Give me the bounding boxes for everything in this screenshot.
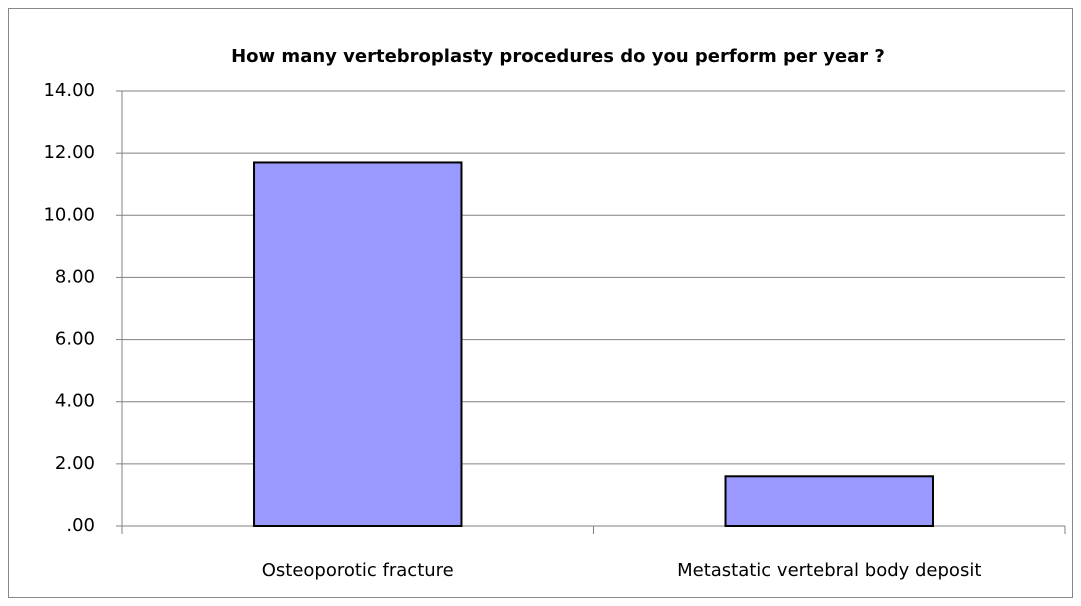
y-tick-label: 14.00 [43, 80, 95, 101]
y-tick-label: 2.00 [55, 453, 95, 474]
y-tick-label: 8.00 [55, 266, 95, 287]
chart-title: How many vertebroplasty procedures do yo… [231, 46, 885, 67]
y-tick-label: 12.00 [43, 142, 95, 163]
x-tick-label: Metastatic vertebral body deposit [677, 560, 981, 581]
y-tick-label: 10.00 [43, 204, 95, 225]
x-tick-label: Osteoporotic fracture [262, 560, 454, 581]
y-tick-label: 4.00 [55, 391, 95, 412]
bar [724, 475, 934, 527]
y-tick-label: .00 [66, 515, 95, 536]
y-tick-label: 6.00 [55, 329, 95, 350]
bar [253, 161, 463, 527]
